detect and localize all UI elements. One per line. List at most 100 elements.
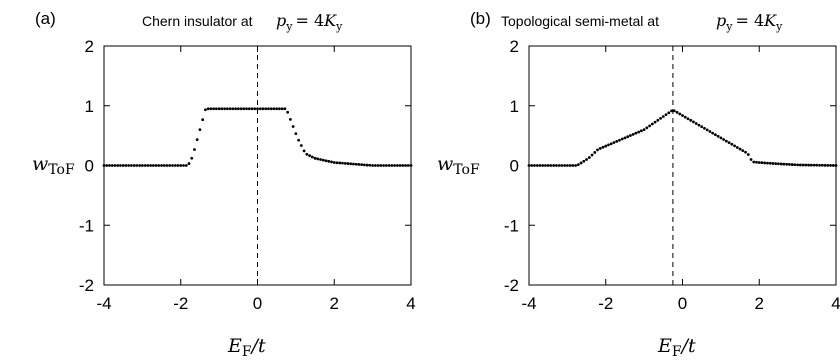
data-point	[204, 108, 207, 112]
data-point	[280, 107, 284, 111]
data-point	[365, 163, 369, 167]
x-tick-label: 2	[330, 294, 339, 313]
y-tick-label: 1	[510, 97, 519, 116]
data-point	[667, 111, 671, 115]
panel-b-title: Topological semi-metal at	[501, 13, 659, 29]
data-point	[201, 118, 205, 122]
data-point	[382, 164, 385, 167]
data-point	[387, 164, 391, 167]
data-point	[368, 163, 372, 167]
panel-b-x-axis-label: EF/t	[657, 335, 696, 360]
data-point	[722, 138, 726, 141]
data-point	[324, 159, 328, 163]
data-point	[297, 138, 301, 142]
data-point	[571, 164, 575, 167]
data-point	[557, 164, 561, 167]
x-tick-label: 0	[678, 294, 687, 313]
y-tick-label: 2	[85, 37, 94, 56]
data-point	[286, 110, 290, 114]
data-point	[609, 142, 613, 146]
data-point	[346, 162, 350, 165]
data-point	[790, 163, 794, 166]
panel-a-title: Chern insulator at	[142, 13, 253, 29]
data-point	[398, 164, 402, 167]
x-tick-label: -4	[521, 294, 536, 313]
data-point	[234, 107, 237, 111]
x-tick-label: -4	[96, 294, 111, 313]
data-point	[264, 107, 268, 111]
x-tick-label: -2	[173, 294, 188, 313]
data-point	[354, 162, 358, 166]
y-tick-label: -2	[504, 276, 519, 295]
data-point	[171, 164, 174, 167]
data-point	[672, 109, 676, 113]
data-point	[639, 129, 643, 133]
panel-a-data-points	[102, 107, 413, 167]
data-point	[555, 164, 558, 167]
data-point	[168, 164, 172, 167]
data-point	[661, 115, 665, 118]
data-point	[121, 164, 125, 167]
data-point	[376, 164, 380, 167]
data-point	[650, 122, 654, 126]
data-point	[779, 162, 783, 166]
panel-b-data-points	[527, 109, 838, 167]
data-point	[165, 164, 169, 167]
data-point	[585, 158, 588, 161]
panel-a-y-ticks: -2 -1 0 1 2	[79, 37, 411, 295]
data-point	[151, 164, 155, 167]
data-point	[261, 107, 265, 111]
data-point	[692, 120, 695, 124]
data-point	[267, 107, 270, 111]
data-point	[656, 118, 660, 122]
data-point	[607, 143, 610, 147]
data-point	[626, 135, 630, 139]
data-point	[648, 124, 652, 128]
data-point	[716, 134, 720, 138]
data-point	[119, 164, 122, 167]
data-point	[275, 107, 279, 111]
data-point	[116, 164, 120, 167]
data-point	[741, 149, 745, 153]
data-point	[127, 164, 131, 167]
data-point	[568, 164, 572, 167]
data-point	[299, 144, 303, 147]
data-point	[727, 141, 731, 145]
data-point	[379, 164, 383, 167]
y-tick-label: 1	[85, 97, 94, 116]
data-point	[294, 132, 298, 136]
panel-b-x-ticks: -4 -2 0 2 4	[521, 46, 840, 313]
data-point	[212, 107, 216, 111]
data-point	[598, 147, 602, 150]
data-point	[590, 153, 594, 157]
data-point	[146, 164, 150, 167]
data-point	[798, 163, 802, 167]
data-point	[393, 164, 396, 167]
data-point	[217, 107, 221, 111]
data-point	[645, 126, 649, 130]
data-point	[719, 136, 723, 140]
data-point	[678, 112, 682, 116]
data-point	[615, 139, 619, 143]
data-point	[132, 164, 136, 167]
x-tick-label: 4	[831, 294, 840, 313]
panel-a-y-axis-label: wToF	[32, 153, 75, 178]
data-point	[384, 164, 388, 167]
data-point	[239, 107, 243, 111]
data-point	[809, 163, 813, 167]
data-point	[544, 164, 547, 167]
data-point	[834, 164, 838, 167]
data-point	[225, 107, 229, 111]
data-point	[220, 107, 224, 111]
data-point	[642, 128, 646, 132]
data-point	[256, 107, 259, 111]
data-point	[631, 132, 635, 136]
data-point	[530, 164, 534, 167]
data-point	[686, 117, 690, 121]
data-point	[258, 107, 262, 111]
panel-a-x-axis-label: EF/t	[227, 335, 266, 360]
data-point	[245, 107, 248, 111]
data-point	[124, 164, 128, 167]
data-point	[310, 155, 314, 159]
